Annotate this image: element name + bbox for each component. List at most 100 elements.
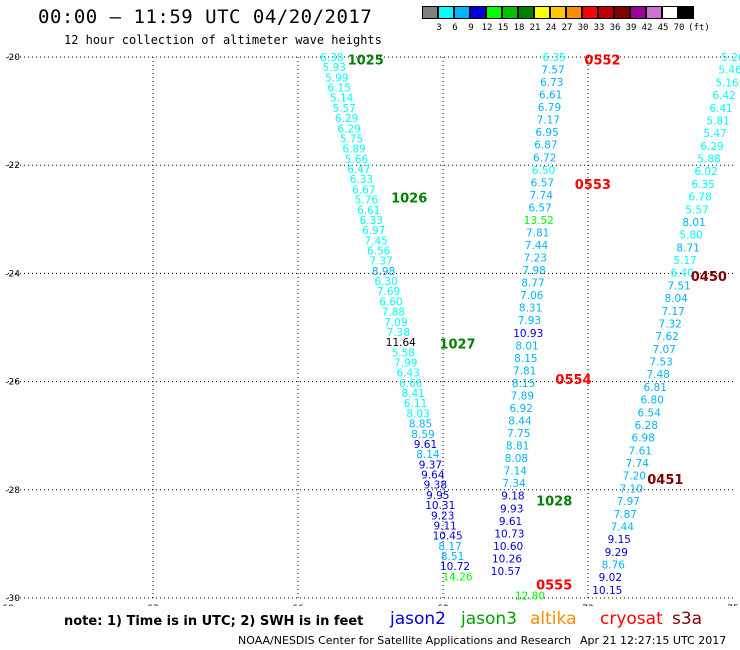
wave-height-value: 7.53 — [649, 357, 672, 369]
wave-height-value: 5.14 — [330, 93, 354, 105]
legend-entry-cryosat: cryosat — [600, 609, 663, 629]
wave-height-value: 10.15 — [592, 585, 622, 597]
wave-height-value: 9.29 — [605, 547, 628, 559]
wave-height-value: 6.66 — [399, 378, 423, 390]
wave-height-value: 8.76 — [602, 560, 626, 572]
wave-height-value: 6.11 — [404, 398, 427, 410]
wave-height-value: 6.28 — [635, 420, 658, 432]
y-tick-label: -22 — [5, 161, 20, 171]
pass-time-label: 1026 — [391, 192, 427, 207]
wave-height-value: 7.07 — [652, 344, 675, 356]
color-scale-swatch — [566, 6, 582, 19]
wave-height-value: 6.81 — [644, 382, 667, 394]
y-tick-label: -26 — [5, 378, 20, 388]
x-tick-label: 72 — [582, 604, 593, 606]
color-scale-swatch — [502, 6, 518, 19]
color-scale-label: 9 — [468, 23, 474, 33]
wave-height-value: 5.88 — [697, 154, 720, 166]
wave-height-value: 9.15 — [608, 534, 631, 546]
x-tick-label: 63 — [147, 604, 158, 606]
color-scale-label: 45 — [657, 23, 669, 33]
wave-height-value: 9.61 — [499, 516, 522, 528]
wave-height-value: 9.23 — [431, 510, 454, 522]
wave-height-value: 12.80 — [515, 590, 545, 602]
wave-height-value: 6.95 — [535, 127, 558, 139]
legend-entry-jason3: jason3 — [461, 609, 517, 629]
color-scale-label: 36 — [609, 23, 621, 33]
pass-time-label: 0451 — [647, 473, 683, 488]
color-scale-swatch — [678, 6, 694, 19]
wave-height-value: 6.56 — [367, 245, 391, 257]
wave-height-value: 6.61 — [357, 205, 380, 217]
wave-height-value: 7.69 — [377, 286, 400, 298]
wave-height-value: 6.89 — [342, 144, 365, 156]
color-scale-swatch — [662, 6, 678, 19]
wave-height-value: 10.93 — [513, 328, 543, 340]
color-scale-swatch — [550, 6, 566, 19]
wave-height-value: 6.54 — [638, 407, 662, 419]
wave-height-value: 9.38 — [424, 480, 447, 492]
credit-line: NOAA/NESDIS Center for Satellite Applica… — [238, 634, 572, 647]
wave-height-value: 8.01 — [515, 340, 538, 352]
wave-height-value: 7.74 — [530, 190, 554, 202]
wave-height-value: 6.73 — [540, 77, 563, 89]
wave-height-value: 6.30 — [374, 276, 397, 288]
wave-height-value: 7.44 — [611, 521, 635, 533]
color-scale-label: 33 — [593, 23, 605, 33]
color-scale-swatch — [630, 6, 646, 19]
wave-height-value: 8.85 — [409, 419, 432, 431]
wave-height-value: 6.29 — [700, 141, 723, 153]
color-scale-swatch — [534, 6, 550, 19]
color-scale-label: 70 — [673, 23, 685, 33]
wave-height-value: 7.81 — [513, 365, 536, 377]
pass-time-label: 1027 — [439, 338, 475, 353]
pass-time-label: 1028 — [536, 495, 572, 510]
wave-height-value: 7.89 — [511, 390, 534, 402]
wave-height-value: 6.61 — [539, 90, 562, 102]
wave-height-value: 7.06 — [520, 290, 544, 302]
wave-height-value: 9.61 — [414, 439, 437, 451]
wave-height-value: 7.51 — [667, 280, 690, 292]
wave-height-value: 7.87 — [614, 509, 637, 521]
wave-height-value: 9.64 — [421, 470, 445, 482]
wave-height-value: 6.97 — [362, 225, 385, 237]
wave-height-value: 11.64 — [386, 337, 416, 349]
wave-height-value: 10.26 — [492, 553, 522, 565]
legend-entry-s3a: s3a — [672, 609, 703, 629]
wave-height-value: 6.79 — [538, 102, 561, 114]
wave-height-value: 10.31 — [425, 500, 455, 512]
wave-height-value: 6.92 — [509, 403, 532, 415]
wave-height-value: 7.34 — [502, 478, 526, 490]
pass-time-label: 0555 — [536, 578, 572, 593]
wave-height-value: 6.47 — [347, 164, 370, 176]
wave-height-value: 6.40 — [670, 268, 693, 280]
wave-height-value: 6.43 — [397, 368, 420, 380]
wave-height-value: 7.88 — [382, 307, 405, 319]
color-scale-swatch — [470, 6, 486, 19]
wave-height-value: 8.41 — [401, 388, 424, 400]
wave-height-value: 8.71 — [676, 242, 699, 254]
wave-height-value: 6.15 — [328, 83, 351, 95]
legend-entry-jason2: jason2 — [390, 609, 446, 629]
wave-height-value: 14.26 — [442, 571, 472, 583]
wave-height-value: 8.17 — [438, 541, 461, 553]
wave-height-value: 6.67 — [352, 184, 375, 196]
wave-height-value: 7.48 — [647, 369, 670, 381]
wave-height-value: 5.93 — [323, 62, 346, 74]
wave-height-value: 9.18 — [501, 491, 524, 503]
color-scale-swatch — [422, 6, 438, 19]
wave-height-value: 6.35 — [691, 179, 714, 191]
wave-height-value: 6.33 — [350, 174, 373, 186]
x-tick-label: 75 — [727, 604, 738, 606]
color-scale-label: 21 — [529, 23, 541, 33]
color-scale-label: 24 — [545, 23, 557, 33]
wave-height-value: 5.46 — [718, 65, 740, 77]
wave-height-value: 7.23 — [524, 253, 547, 265]
wave-height-value: 6.72 — [533, 152, 556, 164]
x-tick-label: 60 — [2, 604, 14, 606]
wave-height-value: 5.47 — [703, 128, 726, 140]
wave-height-value: 9.95 — [426, 490, 449, 502]
wave-height-value: 6.57 — [528, 202, 551, 214]
wave-height-value: 7.37 — [369, 256, 392, 268]
wave-height-value: 7.38 — [387, 327, 410, 339]
